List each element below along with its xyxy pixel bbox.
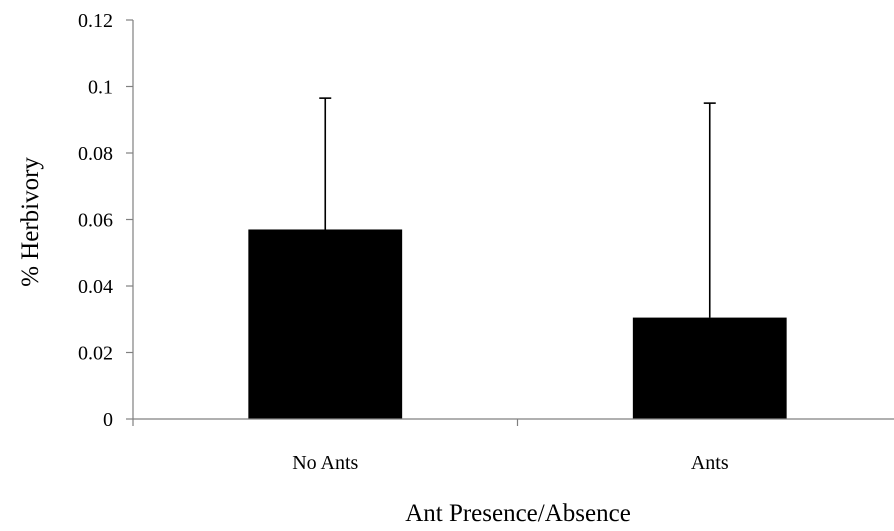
bar-ants — [632, 317, 787, 419]
y-axis-ticks: 0 0.02 0.04 0.06 0.08 0.1 0.12 — [78, 10, 133, 431]
y-axis-title: % Herbivory — [17, 157, 44, 287]
x-tick-label: Ants — [691, 452, 729, 474]
y-tick-label: 0.06 — [78, 210, 113, 232]
x-axis-ticks: No Ants Ants — [132, 419, 729, 474]
bar-no-ants — [248, 229, 403, 419]
y-tick-label: 0.12 — [78, 10, 113, 32]
error-bars — [319, 97, 716, 318]
x-axis-title: Ant Presence/Absence — [405, 500, 631, 527]
x-tick-label: No Ants — [292, 452, 358, 474]
y-tick-label: 0 — [103, 409, 113, 431]
bars — [248, 229, 787, 419]
y-tick-label: 0.02 — [78, 343, 113, 365]
y-tick-label: 0.08 — [78, 143, 113, 165]
y-tick-label: 0.04 — [78, 276, 113, 298]
y-tick-label: 0.1 — [88, 77, 113, 99]
